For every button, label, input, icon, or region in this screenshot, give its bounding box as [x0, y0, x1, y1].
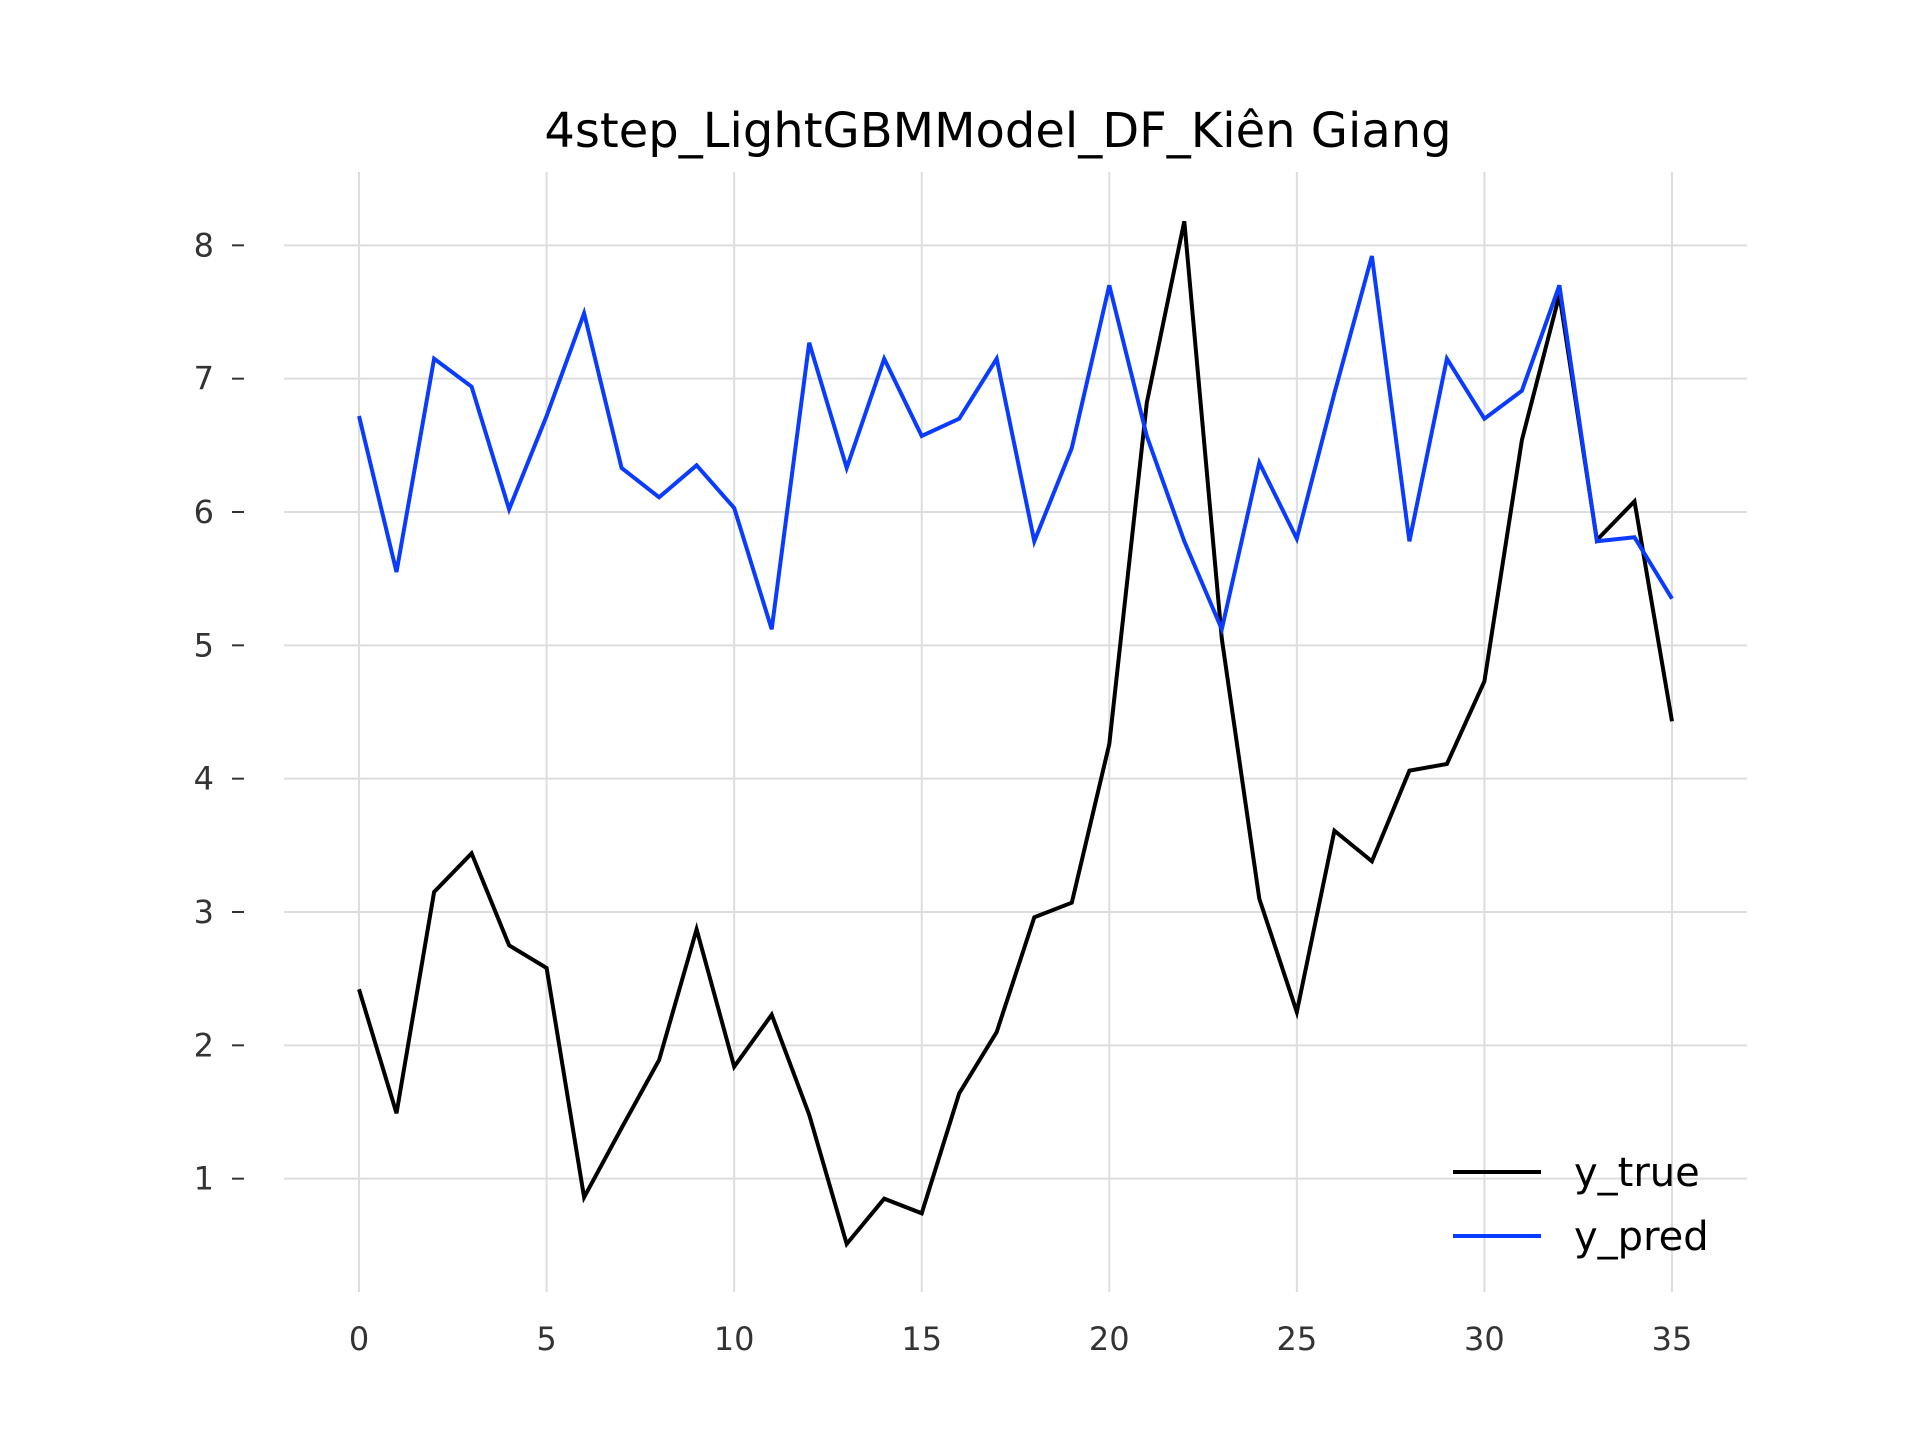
y-tick-label: 6: [194, 493, 214, 531]
y-tick-label: 2: [194, 1026, 214, 1064]
x-tick-label: 10: [714, 1320, 755, 1358]
series-line-y-true: [357, 220, 1674, 1249]
y-tick-label: 8: [194, 226, 214, 264]
x-tick-label: 20: [1089, 1320, 1130, 1358]
x-tick-label: 0: [349, 1320, 369, 1358]
y-tick-label: 1: [194, 1160, 214, 1198]
grid: [284, 172, 1747, 1292]
y-tick-label: 5: [194, 626, 214, 664]
y-tick-label: 3: [194, 893, 214, 931]
x-tick-label: 30: [1464, 1320, 1505, 1358]
y-tick-label: 7: [194, 360, 214, 398]
legend-label-y-true: y_true: [1574, 1150, 1700, 1196]
chart-title: 4step_LightGBMModel_DF_Kiên Giang: [544, 103, 1451, 159]
x-tick-label: 35: [1652, 1320, 1693, 1358]
x-tick-label: 5: [536, 1320, 556, 1358]
x-tick-label: 25: [1276, 1320, 1317, 1358]
series-layer: [357, 220, 1674, 1249]
series-line-y-pred: [357, 255, 1674, 636]
axes: 0 5 10 15 20 25 30 35 1 2 3 4 5 6 7 8: [194, 226, 1693, 1358]
legend: y_true y_pred: [1453, 1150, 1709, 1260]
x-tick-label: 15: [901, 1320, 942, 1358]
legend-label-y-pred: y_pred: [1574, 1214, 1709, 1260]
y-tick-label: 4: [194, 760, 214, 798]
